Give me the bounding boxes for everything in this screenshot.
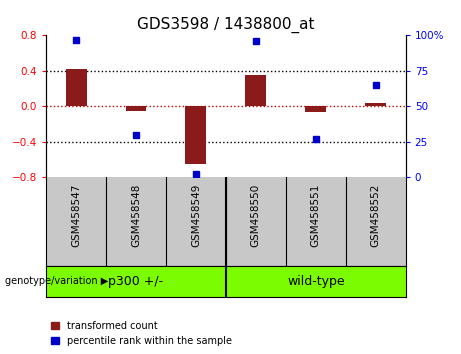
Text: GSM458552: GSM458552 (371, 184, 381, 247)
Bar (125, 106, 147, 110)
Text: p300 +/-: p300 +/- (108, 275, 164, 288)
Bar (185, 106, 207, 164)
Title: GDS3598 / 1438800_at: GDS3598 / 1438800_at (137, 16, 315, 33)
Bar (65, 69, 87, 106)
Bar (245, 75, 266, 106)
Legend: transformed count, percentile rank within the sample: transformed count, percentile rank withi… (51, 321, 231, 346)
Text: GSM458547: GSM458547 (71, 184, 81, 247)
Bar (305, 106, 326, 113)
Text: wild-type: wild-type (287, 275, 344, 288)
Bar (365, 103, 386, 106)
Text: GSM458549: GSM458549 (191, 184, 201, 247)
Text: GSM458550: GSM458550 (251, 184, 261, 247)
Text: GSM458551: GSM458551 (311, 184, 321, 247)
Text: genotype/variation ▶: genotype/variation ▶ (5, 276, 108, 286)
Text: GSM458548: GSM458548 (131, 184, 141, 247)
